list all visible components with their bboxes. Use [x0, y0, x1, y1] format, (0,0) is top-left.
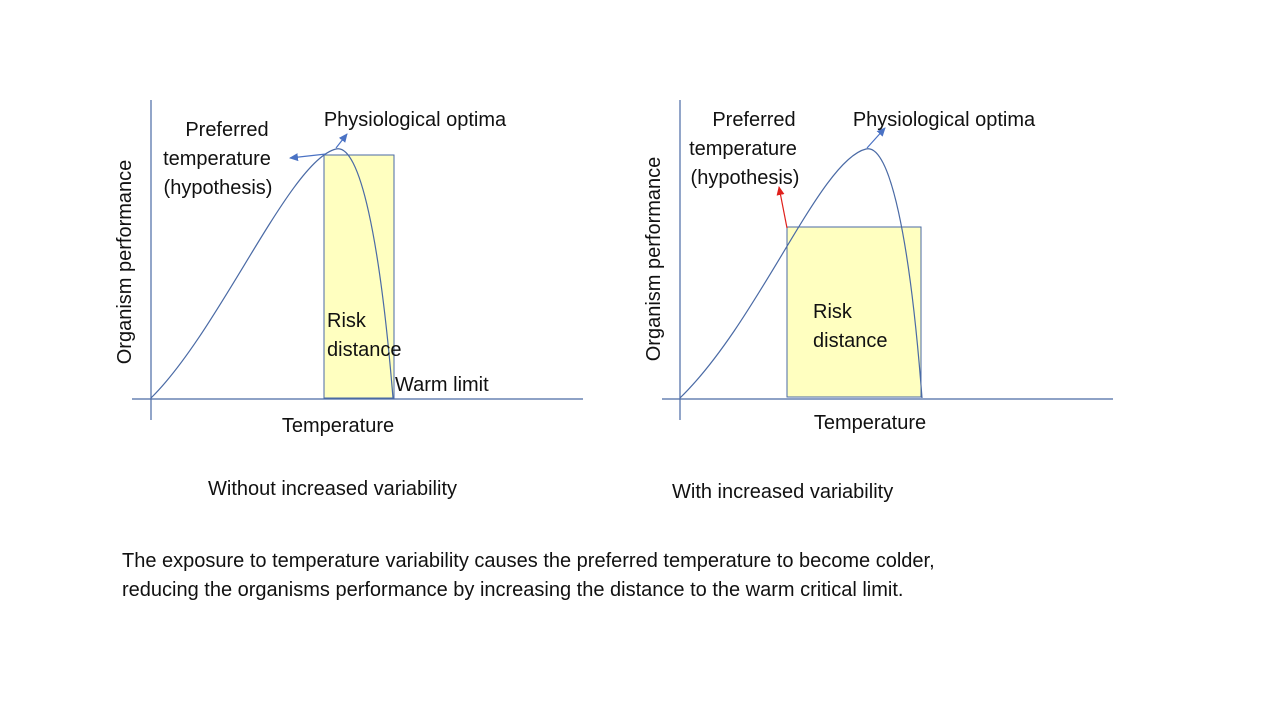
left-caption: Without increased variability — [208, 478, 457, 500]
explanation-text: The exposure to temperature variability … — [122, 547, 1122, 605]
left-preferred-label-line2: temperature — [163, 148, 271, 170]
left-panel: Organism performance Temperature Preferr… — [114, 100, 583, 437]
left-risk-label-line1: Risk — [327, 310, 367, 332]
right-risk-label-line2: distance — [813, 330, 888, 352]
right-performance-curve — [679, 148, 923, 399]
right-risk-box — [786, 226, 922, 398]
right-caption: With increased variability — [672, 481, 894, 503]
explanation-line-1: The exposure to temperature variability … — [122, 550, 935, 572]
left-optima-label: Physiological optima — [324, 109, 507, 131]
right-preferred-label-line2: temperature — [689, 138, 797, 160]
left-preferred-arrow — [289, 153, 327, 162]
right-y-axis-label: Organism performance — [643, 157, 665, 362]
left-performance-curve — [150, 148, 394, 399]
right-risk-label-line1: Risk — [813, 301, 853, 323]
right-panel: Organism performance Temperature Preferr… — [643, 100, 1113, 434]
left-x-axis-label: Temperature — [282, 415, 394, 437]
right-optima-arrow — [866, 127, 886, 149]
left-risk-label-line2: distance — [327, 339, 402, 361]
right-preferred-label-line3: (hypothesis) — [691, 167, 800, 189]
left-preferred-label-line1: Preferred — [185, 119, 268, 141]
right-optima-label: Physiological optima — [853, 109, 1036, 131]
left-risk-box — [323, 154, 395, 399]
left-preferred-label-line3: (hypothesis) — [164, 177, 273, 199]
left-y-axis-label: Organism performance — [114, 160, 136, 365]
left-warm-limit-label: Warm limit — [395, 374, 489, 396]
right-preferred-arrow — [776, 186, 788, 229]
left-optima-arrow — [335, 133, 348, 149]
explanation-line-2: reducing the organisms performance by in… — [122, 579, 904, 601]
right-preferred-label-line1: Preferred — [712, 109, 795, 131]
right-x-axis-label: Temperature — [814, 412, 926, 434]
